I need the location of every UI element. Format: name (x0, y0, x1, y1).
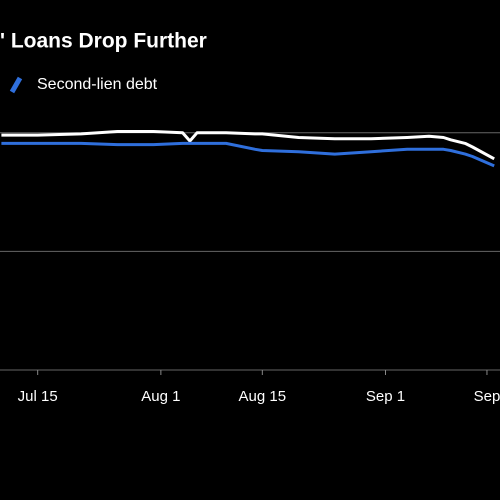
x-tick-label: Aug 15 (239, 388, 287, 405)
x-tick-label: Jul 15 (18, 388, 58, 405)
x-tick-label: Sep (474, 388, 500, 405)
x-tick-label: Sep 1 (366, 388, 405, 405)
series-line (1, 130, 495, 161)
series-line (1, 141, 495, 168)
legend-label: Second-lien debt (37, 76, 158, 93)
chart-title: ' Loans Drop Further (0, 30, 207, 53)
x-tick-label: Aug 1 (141, 388, 180, 405)
legend-swatch (9, 76, 23, 94)
